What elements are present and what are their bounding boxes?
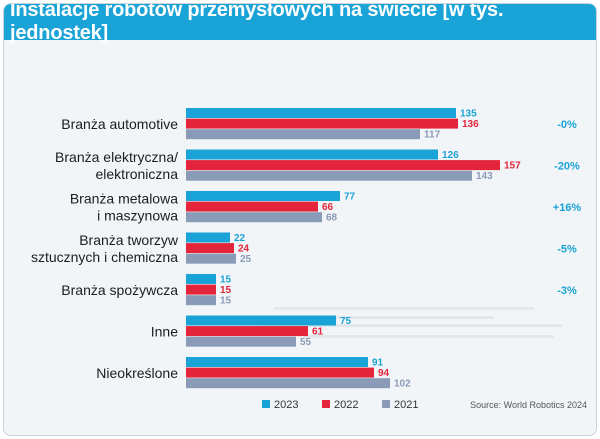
data-label-2021: 25 bbox=[240, 254, 252, 265]
bar-2023 bbox=[186, 274, 216, 284]
data-label-2022: 15 bbox=[220, 285, 232, 296]
data-label-2022: 61 bbox=[312, 327, 324, 338]
background-streak bbox=[262, 324, 562, 327]
category-label: Nieokreślone bbox=[96, 365, 178, 381]
bar-2022 bbox=[186, 118, 458, 129]
category-label: sztucznych i chemiczna bbox=[31, 249, 178, 265]
bar-2023 bbox=[186, 315, 336, 326]
bar-2022 bbox=[186, 326, 308, 337]
legend-label-2022: 2022 bbox=[334, 399, 358, 411]
data-label-2022: 66 bbox=[322, 202, 334, 213]
data-label-2022: 94 bbox=[378, 368, 390, 379]
data-label-2021: 102 bbox=[394, 379, 411, 390]
data-label-2023: 22 bbox=[234, 233, 246, 244]
bar-2021 bbox=[186, 129, 420, 140]
data-label-2023: 126 bbox=[442, 150, 459, 161]
data-label-2022: 136 bbox=[462, 119, 479, 130]
bar-2022 bbox=[186, 160, 500, 171]
bar-2023 bbox=[186, 357, 368, 367]
bar-2022 bbox=[186, 243, 234, 254]
source-note: Source: World Robotics 2024 bbox=[470, 400, 587, 410]
bar-2023 bbox=[186, 191, 340, 201]
data-label-2023: 77 bbox=[344, 191, 356, 202]
legend-swatch-2022 bbox=[322, 400, 330, 408]
data-label-2022: 157 bbox=[504, 161, 521, 172]
data-label-2021: 55 bbox=[300, 337, 312, 348]
bar-2021 bbox=[186, 336, 296, 347]
bar-2023 bbox=[186, 108, 456, 118]
background-streak bbox=[304, 335, 554, 338]
category-label: elektroniczna bbox=[96, 166, 179, 182]
data-label-2021: 15 bbox=[220, 296, 232, 307]
bar-2021 bbox=[186, 378, 390, 389]
bar-2021 bbox=[186, 212, 322, 223]
change-label: -3% bbox=[557, 285, 577, 297]
change-label: +16% bbox=[553, 202, 582, 214]
category-label: Inne bbox=[151, 323, 178, 339]
data-label-2021: 143 bbox=[476, 171, 493, 182]
legend-label-2021: 2021 bbox=[394, 399, 418, 411]
chart-title-bar: Instalacje robotów przemysłowych na świe… bbox=[4, 4, 596, 44]
category-label: i maszynowa bbox=[97, 207, 178, 223]
bar-2021 bbox=[186, 170, 472, 181]
category-label: Branża elektryczna/ bbox=[55, 149, 178, 165]
chart-title: Instalacje robotów przemysłowych na świe… bbox=[10, 3, 504, 44]
data-label-2022: 24 bbox=[238, 244, 250, 255]
data-label-2023: 15 bbox=[220, 274, 232, 285]
background-streak bbox=[274, 307, 534, 310]
data-label-2023: 135 bbox=[460, 108, 477, 119]
data-label-2023: 91 bbox=[372, 357, 384, 368]
bar-2022 bbox=[186, 367, 374, 378]
legend-label-2023: 2023 bbox=[274, 399, 298, 411]
change-label: -5% bbox=[557, 243, 577, 255]
data-label-2023: 75 bbox=[340, 316, 352, 327]
bar-2021 bbox=[186, 295, 216, 306]
category-label: Branża metalowa bbox=[70, 190, 178, 206]
category-label: Branża tworzyw bbox=[79, 232, 179, 248]
bar-2022 bbox=[186, 201, 318, 212]
category-label: Branża spożywcza bbox=[61, 282, 178, 298]
bar-2022 bbox=[186, 284, 216, 295]
bar-2023 bbox=[186, 149, 438, 160]
change-label: -20% bbox=[554, 160, 580, 172]
chart-frame: Instalacje robotów przemysłowych na świe… bbox=[3, 3, 597, 436]
bar-2021 bbox=[186, 253, 236, 264]
category-label: Branża automotive bbox=[61, 116, 178, 132]
bar-2023 bbox=[186, 232, 230, 243]
data-label-2021: 68 bbox=[326, 213, 338, 224]
change-label: -0% bbox=[557, 119, 577, 131]
background-streak bbox=[294, 316, 494, 319]
data-label-2021: 117 bbox=[424, 130, 441, 141]
legend-swatch-2021 bbox=[382, 400, 390, 408]
legend-swatch-2023 bbox=[262, 400, 270, 408]
